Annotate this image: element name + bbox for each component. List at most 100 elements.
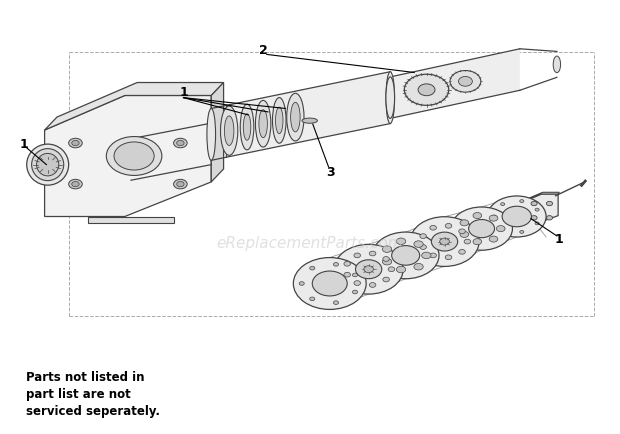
Ellipse shape [275,108,283,135]
Ellipse shape [473,239,482,245]
Ellipse shape [420,234,427,239]
Ellipse shape [364,266,373,273]
Ellipse shape [221,107,238,156]
Ellipse shape [291,103,300,133]
Ellipse shape [473,213,482,219]
Ellipse shape [69,139,82,148]
Ellipse shape [383,259,392,265]
Ellipse shape [354,253,360,258]
Ellipse shape [241,105,254,151]
Ellipse shape [500,228,505,231]
Ellipse shape [255,101,271,148]
Ellipse shape [355,260,382,279]
Ellipse shape [418,85,435,96]
Ellipse shape [445,224,452,229]
Ellipse shape [32,149,64,181]
Polygon shape [88,217,174,224]
Ellipse shape [310,297,315,301]
Ellipse shape [344,262,350,266]
Ellipse shape [302,119,317,124]
Ellipse shape [404,75,449,106]
Ellipse shape [535,209,539,212]
Ellipse shape [72,182,79,187]
Ellipse shape [546,216,552,220]
Ellipse shape [487,197,546,237]
Ellipse shape [224,117,234,146]
Ellipse shape [207,109,216,161]
Ellipse shape [177,182,184,187]
Ellipse shape [106,137,162,176]
Ellipse shape [388,267,395,272]
Ellipse shape [450,71,481,93]
Ellipse shape [396,266,405,273]
Polygon shape [211,83,224,183]
Ellipse shape [440,239,450,246]
Polygon shape [45,96,211,217]
Ellipse shape [459,230,466,234]
Ellipse shape [459,250,466,255]
Ellipse shape [114,143,154,171]
Ellipse shape [469,220,495,238]
Ellipse shape [430,253,436,258]
Ellipse shape [386,78,394,119]
Polygon shape [527,194,558,222]
Ellipse shape [422,253,431,259]
Ellipse shape [500,203,505,206]
Ellipse shape [383,246,392,253]
Ellipse shape [451,207,513,251]
Ellipse shape [420,245,427,250]
Ellipse shape [370,252,376,256]
Ellipse shape [334,301,339,305]
Ellipse shape [386,72,394,124]
Ellipse shape [460,232,469,238]
Text: Parts not listed in
part list are not
serviced seperately.: Parts not listed in part list are not se… [26,370,160,417]
Ellipse shape [458,77,472,87]
Ellipse shape [392,246,420,266]
Ellipse shape [531,202,537,206]
Ellipse shape [243,115,250,141]
Ellipse shape [174,139,187,148]
Ellipse shape [535,222,539,225]
Text: 1: 1 [19,138,28,151]
Ellipse shape [432,233,458,251]
Ellipse shape [373,233,439,279]
Ellipse shape [520,200,524,203]
Polygon shape [45,83,224,131]
Ellipse shape [299,282,304,286]
Text: eReplacementParts.com: eReplacementParts.com [216,235,404,250]
Ellipse shape [460,220,469,226]
Ellipse shape [489,216,498,222]
Ellipse shape [430,226,436,230]
Ellipse shape [531,216,537,220]
Ellipse shape [492,216,496,218]
Ellipse shape [520,231,524,234]
Ellipse shape [354,281,360,286]
Ellipse shape [310,267,315,270]
Ellipse shape [497,226,505,232]
Ellipse shape [383,277,389,282]
Ellipse shape [410,217,479,267]
Ellipse shape [383,257,389,262]
Ellipse shape [370,283,376,288]
Ellipse shape [72,141,79,146]
Ellipse shape [334,263,339,266]
Ellipse shape [312,271,347,296]
Ellipse shape [489,237,498,243]
Text: 1: 1 [555,233,564,246]
Ellipse shape [352,290,358,294]
Ellipse shape [396,238,405,245]
Ellipse shape [27,145,69,186]
Ellipse shape [414,264,423,270]
Ellipse shape [259,111,267,138]
Ellipse shape [286,94,304,141]
Ellipse shape [502,207,531,227]
Polygon shape [527,193,559,201]
Ellipse shape [414,241,423,248]
Ellipse shape [553,57,560,73]
Ellipse shape [174,180,187,189]
Ellipse shape [546,202,552,206]
Ellipse shape [464,240,471,244]
Ellipse shape [352,273,358,277]
Text: 3: 3 [327,166,335,179]
Ellipse shape [37,154,59,177]
